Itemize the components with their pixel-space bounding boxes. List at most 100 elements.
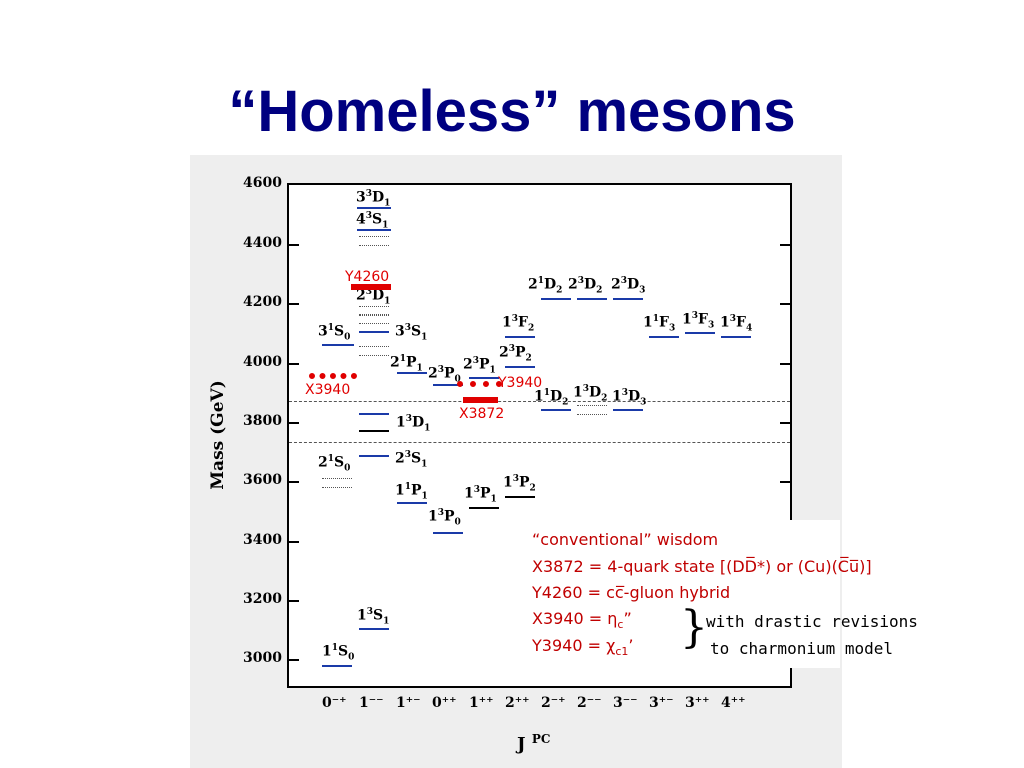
level-bar [397,372,427,374]
level-bar [397,502,427,504]
state-label: 13D3 [612,388,647,408]
state-label: 31S0 [318,323,351,343]
threshold-line [289,442,790,443]
level-bar [613,298,643,300]
level-bar [357,229,391,231]
exotic-label: Y4260 [345,269,390,285]
level-bar [359,413,389,415]
level-bar [613,409,643,411]
level-bar [359,331,389,333]
level-bar [359,455,389,457]
exotic-label: Y3940 [498,375,543,391]
state-label: 13D1 [396,414,431,434]
threshold-line [289,401,790,402]
width-band [322,478,352,488]
exotic-label: X3872 [459,406,505,422]
xtick-label: 3⁺⁻ [649,695,674,711]
annotation-box: “conventional” wisdom X3872 = 4-quark st… [520,520,918,668]
exotic-level [463,397,498,403]
curly-brace: } [680,602,708,653]
state-label: 13P2 [503,474,536,494]
note-y4260: Y4260 = cc̅-gluon hybrid [532,583,731,602]
level-bar [322,344,354,346]
ytick-mark [780,481,792,483]
level-bar [433,532,463,534]
ytick-label: 4600 [243,175,282,191]
note-x3940: X3940 = ηc” [532,609,632,632]
ytick-mark [287,481,299,483]
xtick-label: 2⁻⁺ [541,695,566,711]
width-band [359,346,389,356]
y-axis-label: Mass (GeV) [208,380,228,490]
ytick-mark [780,303,792,305]
level-bar [505,366,535,368]
ytick-mark [287,303,299,305]
exotic-level [457,381,502,387]
xtick-label: 0⁺⁺ [432,695,457,711]
state-label: 11F3 [643,314,676,334]
note-y3940: Y3940 = χc1’ [532,636,634,659]
xtick-label: 0⁻⁺ [322,695,347,711]
exotic-level [309,373,357,379]
ytick-label: 3200 [243,591,282,607]
state-label: 21S0 [318,454,351,474]
note-aside-2: to charmonium model [710,639,894,658]
level-bar [322,665,352,667]
ytick-mark [287,363,299,365]
ytick-mark [287,244,299,246]
width-band [359,314,389,324]
xtick-label: 3⁻⁻ [613,695,638,711]
level-bar [505,496,535,498]
state-label: 21D2 [528,276,563,296]
level-bar [357,207,391,209]
width-band [577,405,607,415]
ytick-label: 3000 [243,650,282,666]
exotic-level [351,284,391,290]
state-label: 23D1 [356,287,391,307]
ytick-label: 4400 [243,235,282,251]
level-bar [469,507,499,509]
xtick-label: 2⁺⁺ [505,695,530,711]
ytick-label: 4200 [243,294,282,310]
state-label: 33S1 [395,323,428,343]
level-bar [685,332,715,334]
state-label: 43S1 [356,211,389,231]
ytick-label: 4000 [243,354,282,370]
ytick-mark [780,244,792,246]
state-label: 23D3 [611,276,646,296]
level-bar [541,409,571,411]
state-label: 13D2 [573,384,608,404]
slide-title: “Homeless” mesons [228,79,796,144]
note-heading: “conventional” wisdom [532,530,719,549]
state-label: 11P1 [395,482,428,502]
level-bar [505,336,535,338]
x-axis-label: J PC [517,732,551,755]
level-bar [541,298,571,300]
level-bar [649,336,679,338]
state-label: 13F3 [682,311,715,331]
ytick-mark [287,600,299,602]
ytick-label: 3800 [243,413,282,429]
note-aside-1: with drastic revisions [706,612,918,631]
ytick-mark [780,363,792,365]
width-band [359,236,389,246]
ytick-mark [780,422,792,424]
ytick-label: 3600 [243,472,282,488]
state-label: 23P0 [428,365,461,385]
state-label: 23P1 [463,356,496,376]
xtick-label: 1⁻⁻ [359,695,384,711]
ytick-mark [287,422,299,424]
state-label: 13S1 [357,607,390,627]
state-label: 13P1 [464,485,497,505]
level-bar [359,628,389,630]
state-label: 23P2 [499,344,532,364]
state-label: 11D2 [534,388,569,408]
ytick-mark [287,541,299,543]
state-label: 33D1 [356,189,391,209]
state-label: 13F2 [502,314,535,334]
state-label: 23D2 [568,276,603,296]
xtick-label: 1⁺⁺ [469,695,494,711]
ytick-label: 3400 [243,532,282,548]
note-x3872: X3872 = 4-quark state [(DD̅*) or (Cu)(C̅… [532,557,872,576]
xtick-label: 4⁺⁺ [721,695,746,711]
